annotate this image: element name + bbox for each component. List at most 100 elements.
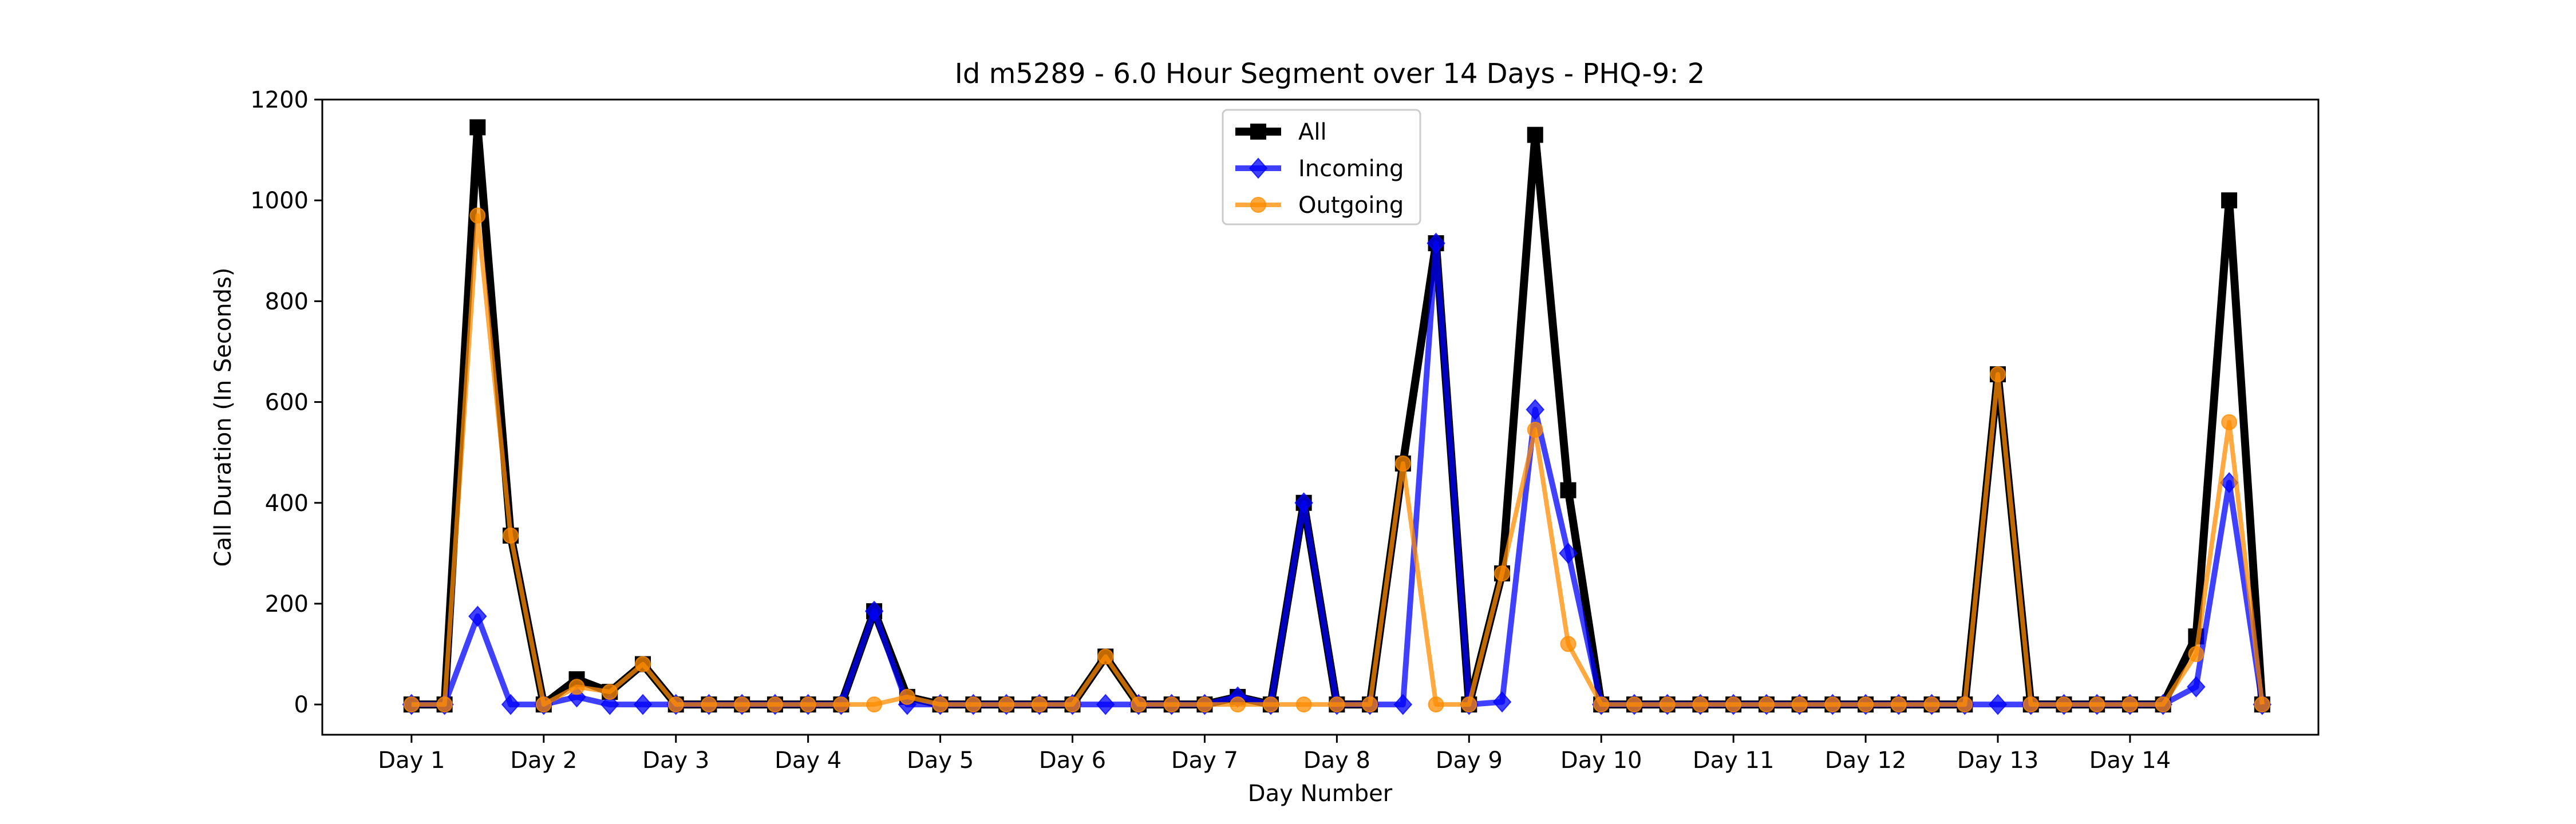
data-point-outgoing [2089, 696, 2105, 713]
data-point-incoming [468, 605, 487, 627]
x-axis: Day 1 Day 2 Day 3 Day 4 Day 5 Day 6 Day 7 Day 8… [378, 735, 2171, 774]
data-point-incoming [1492, 691, 1512, 713]
data-point-incoming [600, 694, 619, 715]
series-layer [402, 119, 2272, 715]
legend-item-incoming: Incoming [1235, 156, 1404, 182]
data-point-outgoing [2121, 696, 2138, 713]
data-point-outgoing [1957, 696, 1973, 713]
data-point-incoming [1559, 542, 1578, 564]
data-point-outgoing [1890, 696, 1907, 713]
data-point-incoming [1526, 399, 1545, 421]
x-tick-label: Day 2 [510, 747, 577, 774]
data-point-outgoing [734, 696, 750, 713]
data-point-incoming [1096, 694, 1115, 715]
x-tick-label: Day 10 [1560, 747, 1642, 774]
x-tick-label: Day 8 [1303, 747, 1370, 774]
data-point-outgoing [602, 684, 618, 700]
chart-title: Id m5289 - 6.0 Hour Segment over 14 Days… [955, 58, 1705, 90]
data-point-incoming [2187, 676, 2206, 698]
x-tick-label: Day 12 [1825, 747, 1907, 774]
data-point-outgoing [833, 696, 850, 713]
data-point-outgoing [2221, 414, 2238, 430]
data-point-outgoing [1329, 696, 1345, 713]
series-line-outgoing [411, 213, 2265, 707]
x-tick-label: Day 1 [378, 747, 445, 774]
legend-marker-outgoing [1250, 197, 1266, 213]
data-point-outgoing [1262, 696, 1279, 713]
data-point-outgoing [1858, 696, 1874, 713]
data-point-outgoing [1758, 696, 1775, 713]
y-tick-label: 200 [265, 591, 309, 617]
x-tick-label: Day 9 [1436, 747, 1503, 774]
data-point-outgoing [535, 696, 552, 713]
data-point-outgoing [1692, 696, 1709, 713]
x-tick-label: Day 11 [1693, 747, 1775, 774]
data-point-outgoing [667, 696, 684, 713]
y-axis-title: Call Duration (In Seconds) [210, 268, 236, 567]
data-point-outgoing [1626, 696, 1642, 713]
y-axis: 0 200 400 600 800 1000 1200 [250, 87, 322, 718]
data-point-outgoing [1824, 696, 1841, 713]
data-point-outgoing [932, 696, 949, 713]
x-axis-title: Day Number [1248, 781, 1393, 807]
legend-label-outgoing: Outgoing [1298, 192, 1404, 219]
data-point-outgoing [2254, 696, 2270, 713]
legend: All Incoming Outgoing [1222, 109, 1421, 225]
data-point-incoming [501, 694, 520, 715]
legend-frame [1222, 109, 1421, 225]
data-point-outgoing [503, 528, 519, 544]
y-tick-label: 1000 [250, 188, 309, 214]
legend-item-outgoing: Outgoing [1235, 192, 1404, 219]
legend-item-all: All [1235, 119, 1327, 145]
data-point-outgoing [568, 679, 585, 695]
data-point-outgoing [1428, 696, 1444, 713]
data-point-outgoing [1593, 696, 1610, 713]
data-point-outgoing [800, 696, 816, 713]
data-point-outgoing [1494, 565, 1511, 582]
data-point-incoming [864, 600, 884, 622]
data-point-outgoing [1097, 648, 1114, 665]
series-outgoing [403, 207, 2270, 713]
y-tick-label: 800 [265, 288, 309, 315]
legend-label-all: All [1298, 119, 1327, 145]
data-point-outgoing [1461, 696, 1477, 713]
data-point-all [2221, 192, 2238, 209]
data-point-outgoing [866, 696, 883, 713]
x-tick-label: Day 7 [1171, 747, 1238, 774]
data-point-outgoing [1130, 696, 1147, 713]
data-point-outgoing [965, 696, 982, 713]
data-point-outgoing [469, 207, 486, 224]
data-point-all [1527, 126, 1543, 143]
data-point-outgoing [1230, 696, 1246, 713]
x-tick-label: Day 14 [2089, 747, 2171, 774]
plot-area-frame [321, 98, 2320, 736]
data-point-outgoing [1791, 696, 1808, 713]
x-tick-label: Day 13 [1957, 747, 2039, 774]
data-point-outgoing [1725, 696, 1742, 713]
data-point-outgoing [701, 696, 717, 713]
legend-marker-all [1250, 124, 1266, 140]
data-point-outgoing [1064, 696, 1081, 713]
x-tick-label: Day 4 [775, 747, 841, 774]
data-point-outgoing [1527, 422, 1543, 438]
data-point-incoming [633, 694, 653, 715]
data-point-incoming [1988, 694, 2008, 715]
data-point-outgoing [1362, 696, 1378, 713]
data-point-all [1560, 482, 1577, 498]
data-point-outgoing [403, 696, 420, 713]
data-point-incoming [1427, 232, 1445, 254]
data-point-outgoing [899, 688, 915, 705]
legend-label-incoming: Incoming [1298, 156, 1404, 182]
data-point-outgoing [2022, 696, 2039, 713]
data-point-outgoing [1560, 636, 1577, 652]
x-tick-label: Day 5 [907, 747, 974, 774]
data-point-outgoing [1990, 366, 2006, 383]
data-point-all [469, 119, 486, 136]
data-point-outgoing [634, 656, 651, 672]
data-point-outgoing [2188, 646, 2204, 663]
y-tick-label: 400 [265, 490, 309, 517]
y-tick-label: 600 [265, 390, 309, 416]
data-point-outgoing [1196, 696, 1213, 713]
data-point-outgoing [1163, 696, 1180, 713]
